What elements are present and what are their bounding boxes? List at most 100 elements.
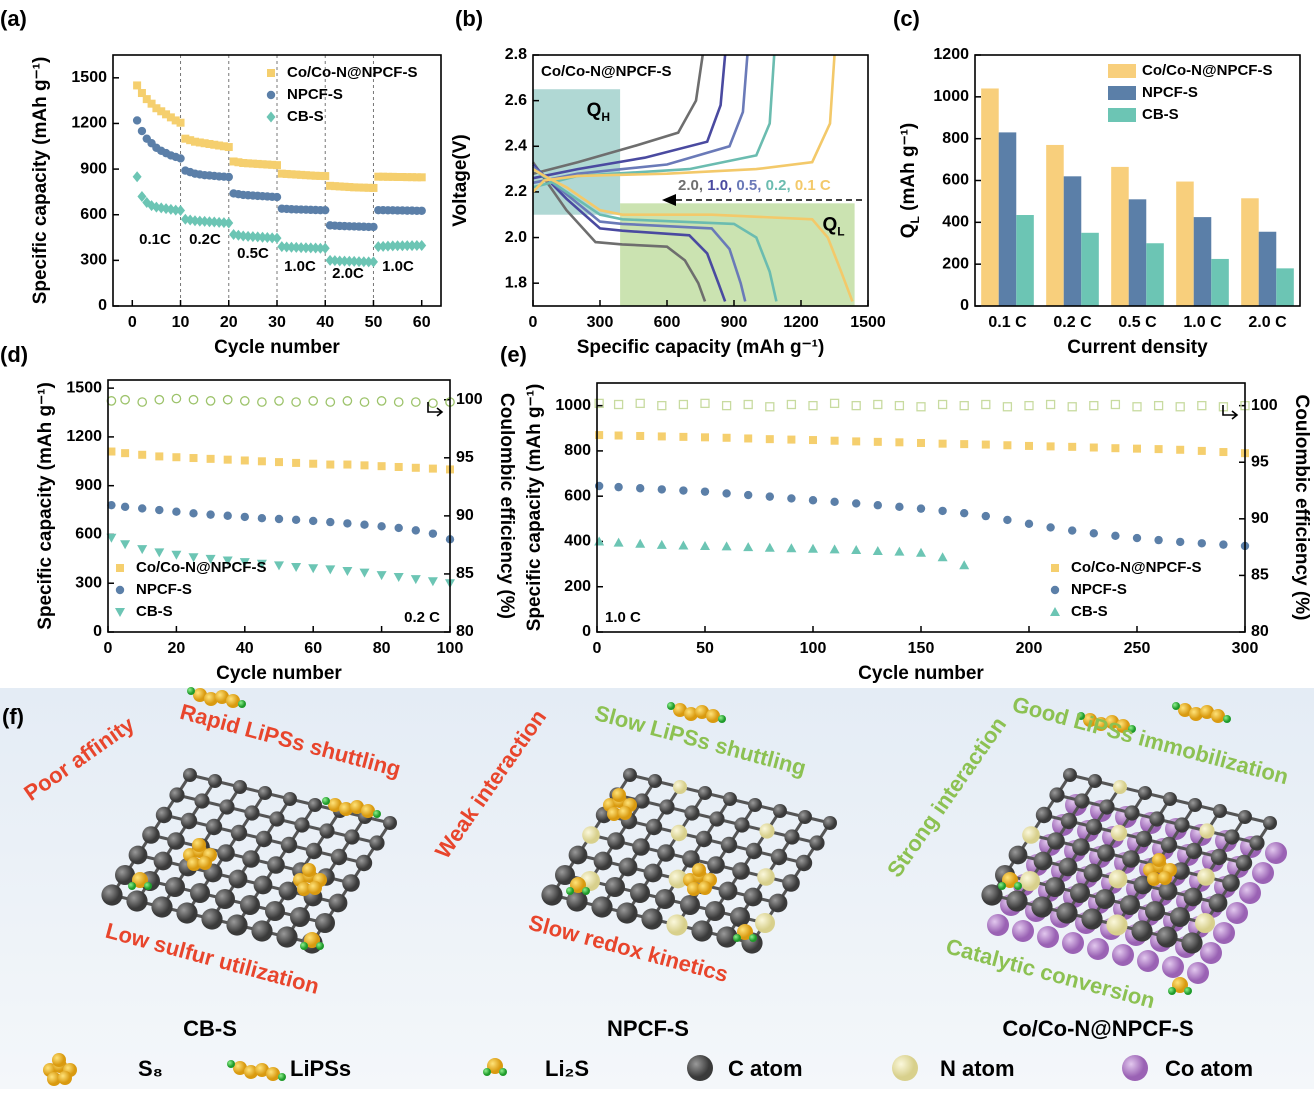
marker [429, 465, 437, 473]
marker [1047, 401, 1055, 409]
rate-label: 0.1C [139, 231, 171, 248]
c-atom [329, 894, 348, 913]
c-atom [605, 877, 625, 897]
marker [206, 397, 214, 405]
c-atom [206, 819, 222, 835]
legend-label: N atom [940, 1056, 1015, 1081]
c-atom [344, 829, 359, 844]
marker [224, 217, 233, 228]
legend-label: NPCF-S [1071, 581, 1127, 598]
li-atom [187, 687, 195, 695]
marker [723, 402, 731, 410]
marker [138, 127, 146, 135]
s-atom [308, 881, 322, 895]
y-tick-label: 200 [942, 255, 969, 272]
marker [172, 507, 180, 515]
y2-tick-label: 85 [1251, 567, 1269, 584]
marker [115, 608, 125, 617]
marker [224, 512, 232, 520]
legend-label: CB-S [136, 603, 173, 620]
c-atom [632, 838, 650, 856]
li-atom [227, 1060, 235, 1068]
y-tick-label: 300 [80, 252, 107, 269]
c-atom [331, 849, 347, 865]
bar [1241, 198, 1259, 306]
co-atom [1265, 842, 1287, 864]
c-atom [680, 895, 700, 915]
marker [1090, 402, 1098, 410]
marker [916, 548, 926, 557]
li-atom [144, 882, 152, 890]
li-atom [582, 887, 590, 895]
co-atom [1162, 956, 1184, 978]
x-tick-label: 80 [373, 640, 391, 657]
c-atom [194, 793, 209, 808]
n-atom [666, 914, 687, 935]
marker [1025, 520, 1033, 528]
c-atom [1036, 807, 1052, 823]
c-atom [1145, 901, 1165, 921]
c-atom [1236, 855, 1252, 871]
marker [326, 461, 334, 469]
co-atom [1252, 862, 1274, 884]
marker [1068, 403, 1076, 411]
marker [1068, 443, 1076, 451]
y2-tick-label: 100 [1251, 397, 1278, 414]
c-atom [276, 926, 297, 947]
marker [1003, 403, 1011, 411]
x-axis-label: Cycle number [216, 663, 342, 684]
c-atom [156, 807, 172, 823]
c-atom [1072, 838, 1090, 856]
marker [241, 456, 249, 464]
n-atom [1020, 871, 1040, 891]
marker [120, 540, 130, 549]
y-tick-label: 0 [582, 623, 591, 640]
marker [361, 461, 369, 469]
marker [267, 91, 275, 99]
y-tick-label: 300 [75, 574, 102, 591]
marker [874, 401, 882, 409]
marker [395, 524, 403, 532]
c-atom [101, 884, 122, 905]
marker [360, 398, 368, 406]
sample-label: Co/Co-N@NPCF-S [1002, 1016, 1193, 1041]
c-atom [1222, 874, 1240, 892]
x-tick-label: 1500 [850, 314, 886, 331]
marker [830, 498, 838, 506]
legend-label: CB-S [287, 108, 324, 125]
legend-label: S₈ [138, 1056, 163, 1081]
marker [275, 458, 283, 466]
marker [1133, 403, 1141, 411]
marker [744, 434, 752, 442]
x-tick-label: 100 [800, 640, 827, 657]
y2-tick-label: 95 [1251, 453, 1269, 470]
n-atom [1197, 868, 1215, 886]
bar [1111, 167, 1129, 306]
c-atom [705, 901, 725, 921]
c-atom [1170, 907, 1190, 927]
y-tick-label: 2.2 [505, 183, 527, 200]
marker [292, 398, 300, 406]
marker [787, 401, 795, 409]
marker [1133, 534, 1141, 542]
marker [176, 154, 184, 162]
y2-axis-label: Coulombic efficiency (%) [496, 393, 517, 619]
x-axis-label: Cycle number [214, 337, 340, 358]
n-atom [582, 826, 600, 844]
bar [981, 88, 999, 306]
marker [429, 399, 437, 407]
marker [831, 437, 839, 445]
marker [172, 394, 180, 402]
legend-label: NPCF-S [1142, 84, 1198, 101]
marker [679, 486, 687, 494]
c-atom [657, 844, 675, 862]
legend-label: Co/Co-N@NPCF-S [287, 64, 417, 81]
x-tick-label: 0 [104, 640, 113, 657]
c-atom [244, 805, 259, 820]
marker [325, 565, 335, 574]
marker [1068, 526, 1076, 534]
marker [809, 402, 817, 410]
marker [808, 544, 818, 553]
y-axis-label: Specific capacity (mAh g⁻¹) [35, 382, 56, 630]
marker [614, 538, 624, 547]
